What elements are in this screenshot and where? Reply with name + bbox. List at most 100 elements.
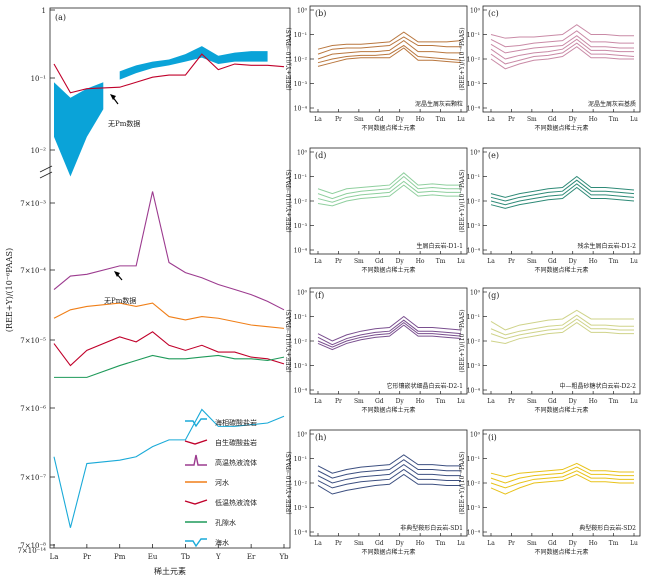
- y-tick-label: 1: [42, 7, 46, 15]
- y-tick-label: 10⁻²: [294, 57, 308, 64]
- y-tick-label: 10⁻¹: [294, 174, 307, 181]
- x-tick-label: Lu: [457, 258, 465, 265]
- sample-line: [490, 38, 634, 60]
- y-tick-label: 10⁰: [470, 290, 481, 297]
- x-tick-label: Dy: [396, 398, 405, 405]
- panel-a-frame: [49, 7, 291, 549]
- sample-line: [490, 309, 634, 331]
- x-tick-label: Gd: [548, 540, 557, 547]
- y-tick-label: 10⁻¹: [467, 314, 480, 321]
- x-tick-label: Dy: [569, 398, 578, 405]
- x-tick-label: Sm: [527, 258, 537, 265]
- x-tick-label: Tm: [436, 116, 446, 123]
- y-tick-label: 10⁻⁴: [294, 248, 308, 255]
- panel-label: (f): [315, 291, 324, 300]
- x-tick-label: Tb: [181, 553, 191, 561]
- panel-label: (i): [488, 433, 497, 442]
- sample-line: [490, 46, 634, 70]
- legend-label: 海水: [215, 538, 229, 547]
- panel-a: (a) 1 10⁻¹ 10⁻² 无Pm数据 7×10⁻³ 7×10⁻⁴ 7×10⁻⁵ 7×10⁻…: [5, 7, 291, 576]
- y-tick-label: 10⁻²: [294, 339, 308, 346]
- x-tick-label: Dy: [396, 116, 405, 123]
- x-tick-label: Pr: [335, 398, 342, 405]
- panel-title: 典型鞍形白云岩-SD2: [579, 524, 636, 532]
- y-tick-label: 10⁻⁴: [294, 530, 308, 537]
- panel-title: 泥晶生屑灰岩颗粒: [415, 100, 463, 108]
- y-tick-label: 7×10⁻⁸: [20, 542, 46, 550]
- seawater-band-1: [54, 82, 104, 177]
- x-tick-label: Pr: [83, 553, 92, 561]
- x-tick-label: La: [314, 540, 322, 547]
- y-tick-label: 10⁰: [297, 290, 308, 297]
- x-tick-label: Ho: [416, 116, 425, 123]
- sample-line: [490, 473, 634, 495]
- panel-title: 残余生屑白云岩-D1-2: [577, 242, 636, 250]
- panel-e: (e) 10⁰ 10⁻¹ 10⁻² 10⁻³ 10⁻⁴ La Pr Sm Gd Dy Ho Tm Lu 残余…: [459, 147, 641, 274]
- panel-f: (f) 10⁰ 10⁻¹ 10⁻² 10⁻³ 10⁻⁴ La Pr Sm Gd Dy Ho Tm Lu 它形…: [286, 287, 468, 414]
- sample-line: [490, 24, 634, 39]
- x-tick-label: Gd: [375, 398, 384, 405]
- sample-line: [317, 459, 461, 479]
- x-tick-label: La: [314, 398, 322, 405]
- y-tick-label: 10⁻⁴: [294, 388, 308, 395]
- panel-frame: [309, 147, 468, 255]
- sample-line: [317, 175, 461, 200]
- y-tick-label: 10⁰: [470, 8, 481, 15]
- panel-label: (b): [315, 9, 326, 18]
- sample-line: [490, 179, 635, 202]
- legend-label: 海相碳酸盐岩: [215, 418, 257, 427]
- y-tick-label: 10⁻¹: [467, 174, 480, 181]
- sample-line: [317, 36, 461, 55]
- x-tick-label: Dy: [396, 540, 405, 547]
- y-tick-label: 7×10⁻³: [20, 200, 46, 208]
- x-axis-title: 不同数据点稀土元素: [361, 406, 415, 414]
- sample-line: [317, 172, 461, 195]
- x-tick-label: Yb: [278, 553, 289, 561]
- panel-label: (h): [315, 433, 326, 442]
- x-tick-label: Pm: [114, 553, 126, 561]
- panel-g: (g) 10⁰ 10⁻¹ 10⁻² 10⁻³ 10⁻⁴ La Pr Sm Gd Dy Ho Tm Lu 中—…: [459, 287, 641, 414]
- no-pm-label-upper: 无Pm数据: [108, 119, 140, 128]
- x-tick-label: Gd: [375, 258, 384, 265]
- panel-c: (c) 10⁰ 10⁻¹ 10⁻² 10⁻³ 10⁻⁴ La Pr Sm Gd Dy Ho Tm Lu 泥晶…: [459, 5, 641, 132]
- y-tick-label: 10⁰: [470, 432, 481, 439]
- panel-label: (c): [488, 9, 499, 18]
- x-tick-label: Ho: [416, 398, 425, 405]
- x-tick-label: Pr: [335, 540, 342, 547]
- sample-line: [317, 464, 461, 484]
- panel-title: 非典型鞍形白云岩-SD1: [400, 524, 463, 532]
- y-axis-title: (REE+Y)/(10⁻⁶PAAS): [5, 248, 14, 332]
- legend-swatch: [185, 538, 207, 548]
- y-tick-label: 10⁻³: [467, 81, 481, 88]
- y-axis-title: (REE+Y)/(10⁻⁶PAAS): [286, 309, 293, 372]
- panel-h: (h) 10⁰ 10⁻¹ 10⁻² 10⁻³ 10⁻⁴ La Pr Sm Gd Dy Ho Tm Lu 非典…: [286, 429, 468, 556]
- x-axis-title: 不同数据点稀土元素: [361, 266, 415, 274]
- sample-line: [490, 318, 634, 340]
- panel-frame: [482, 287, 641, 395]
- legend-swatch: [184, 499, 208, 505]
- no-pm-label-lower: 无Pm数据: [104, 296, 136, 305]
- sample-line: [317, 319, 462, 346]
- x-tick-label: Sm: [354, 540, 364, 547]
- seawater-band-2: [119, 46, 268, 80]
- x-tick-label: La: [487, 540, 495, 547]
- y-tick-label: 10⁻¹: [294, 456, 307, 463]
- y-tick-label: 10⁻⁴: [294, 106, 308, 113]
- x-tick-label: Ho: [589, 258, 598, 265]
- panel-b: (b) 10⁰ 10⁻¹ 10⁻² 10⁻³ 10⁻⁴ La Pr Sm Gd Dy Ho Tm Lu 泥晶…: [286, 5, 468, 132]
- x-tick-label: Sm: [354, 258, 364, 265]
- x-tick-label: Lu: [630, 398, 638, 405]
- legend-swatch: [185, 454, 207, 466]
- y-tick-label: 10⁻¹: [31, 75, 47, 83]
- sample-line: [317, 47, 462, 67]
- x-tick-label: La: [314, 258, 322, 265]
- x-tick-label: Pr: [508, 116, 515, 123]
- x-axis-title: 不同数据点稀土元素: [361, 124, 415, 132]
- sample-line: [317, 40, 461, 60]
- y-tick-label: 10⁻⁴: [467, 248, 481, 255]
- panel-d: (d) 10⁰ 10⁻¹ 10⁻² 10⁻³ 10⁻⁴ La Pr Sm Gd Dy Ho Tm Lu 生屑…: [286, 147, 468, 274]
- y-tick-label: 7×10⁻⁷: [20, 474, 46, 482]
- panel-title: 泥晶生屑灰岩基质: [588, 100, 636, 108]
- legend-label: 河水: [215, 478, 229, 487]
- x-tick-label: Ho: [589, 540, 598, 547]
